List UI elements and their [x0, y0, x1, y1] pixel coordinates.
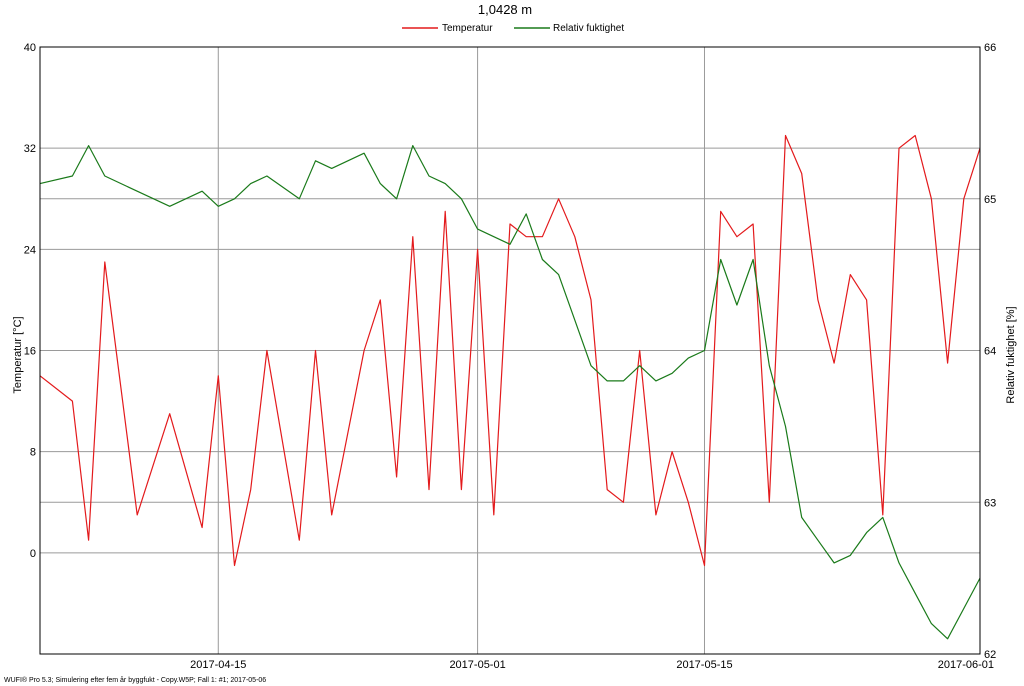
footer-text: WUFI® Pro 5.3; Simulering efter fem år b…: [4, 676, 266, 684]
right-tick-label: 65: [984, 194, 996, 206]
x-tick-label: 2017-04-15: [190, 659, 246, 671]
left-tick-label: 24: [24, 244, 36, 256]
plot-frame: [39, 46, 981, 655]
series-layer: [39, 134, 981, 640]
tick-labels: 0 8 16 24 32 40 62 63 64 65 66 2017-04-15 2017-05-01…: [24, 42, 997, 671]
left-tick-label: 16: [24, 346, 36, 358]
right-tick-label: 63: [984, 497, 996, 509]
legend: Temperatur Relativ fuktighet: [402, 23, 624, 34]
legend-label-temperatur: Temperatur: [442, 23, 493, 34]
series-line-temperatur: [39, 134, 981, 567]
right-tick-label: 64: [984, 346, 996, 358]
x-tick-label: 2017-06-01: [938, 659, 994, 671]
left-axis-label: Temperatur [°C]: [12, 316, 24, 393]
right-tick-label: 66: [984, 42, 996, 54]
grid: [40, 46, 981, 655]
left-tick-label: 0: [30, 548, 36, 560]
x-tick-label: 2017-05-01: [449, 659, 505, 671]
left-tick-label: 40: [24, 42, 36, 54]
left-tick-label: 32: [24, 143, 36, 155]
chart-title: 1,0428 m: [478, 2, 532, 17]
legend-label-relativ-fuktighet: Relativ fuktighet: [553, 23, 624, 34]
left-tick-label: 8: [30, 447, 36, 459]
series-line-relativ-fuktighet: [39, 145, 981, 640]
right-axis-label: Relativ fuktighet [%]: [1005, 306, 1017, 403]
right-tick-label: 62: [984, 649, 996, 661]
x-tick-label: 2017-05-15: [676, 659, 732, 671]
